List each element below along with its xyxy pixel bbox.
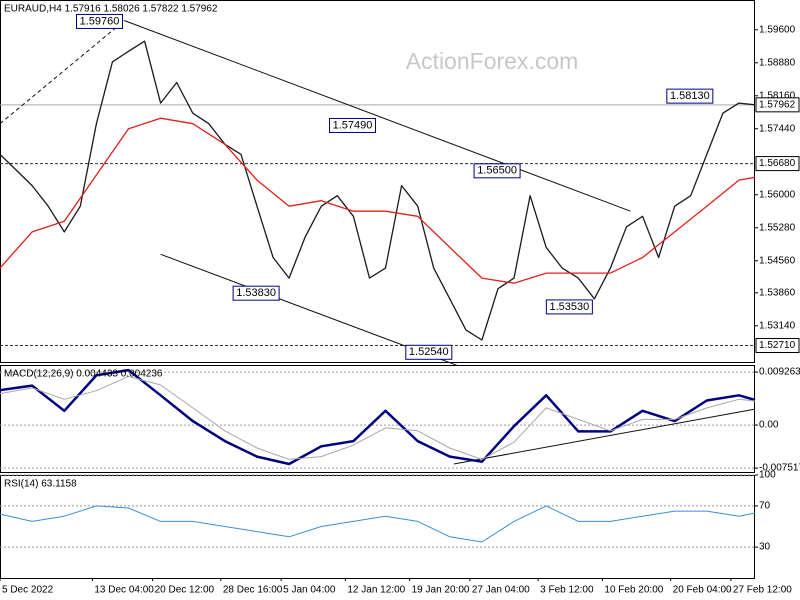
panel-frame bbox=[0, 365, 755, 473]
price-annotation: 1.53530 bbox=[549, 301, 589, 313]
price-annotation-box bbox=[545, 299, 593, 315]
x-tick-label: 20 Dec 12:00 bbox=[155, 585, 215, 596]
y-tick-label: 1.58160 bbox=[759, 90, 796, 101]
trendline bbox=[124, 20, 631, 212]
series-line bbox=[0, 375, 756, 460]
x-tick-label: 20 Feb 04:00 bbox=[673, 585, 732, 596]
price-annotation-box bbox=[329, 117, 376, 133]
series-line bbox=[0, 368, 756, 466]
panel-title: MACD(12,26,9) 0.004433 0.004236 bbox=[4, 369, 163, 380]
price-annotation-box bbox=[666, 88, 714, 104]
price-annotation-box bbox=[473, 163, 521, 179]
price-annotation: 1.56500 bbox=[477, 165, 517, 177]
x-tick-label: 5 Jan 04:00 bbox=[283, 585, 336, 596]
y-tick-label: 1.53860 bbox=[759, 287, 796, 298]
y-tick-label: 1.58880 bbox=[759, 57, 796, 68]
x-tick-label: 5 Dec 2022 bbox=[2, 585, 54, 596]
series-line bbox=[0, 40, 756, 341]
level-label: 1.52710 bbox=[759, 340, 796, 351]
price-annotation: 1.58130 bbox=[670, 90, 710, 102]
level-box bbox=[755, 97, 800, 113]
x-tick-label: 13 Dec 04:00 bbox=[94, 585, 154, 596]
price-annotation-box bbox=[75, 13, 123, 29]
price-annotation: 1.59760 bbox=[80, 15, 120, 27]
x-tick-label: 3 Feb 12:00 bbox=[540, 585, 594, 596]
trendline bbox=[0, 20, 125, 125]
level-box bbox=[755, 156, 800, 172]
y-tick-label: 0.00 bbox=[759, 420, 779, 431]
y-tick-label: 30 bbox=[759, 542, 771, 553]
y-tick-label: 1.53140 bbox=[759, 320, 796, 331]
x-tick-label: 27 Feb 12:00 bbox=[733, 585, 792, 596]
price-annotation: 1.53830 bbox=[236, 287, 276, 299]
y-tick-label: 1.55280 bbox=[759, 222, 796, 233]
y-tick-label: 1.54560 bbox=[759, 255, 796, 266]
x-tick-label: 19 Jan 20:00 bbox=[412, 585, 470, 596]
panel-title: EURAUD,H4 1.57916 1.58026 1.57822 1.5796… bbox=[4, 4, 218, 15]
x-tick-label: 10 Feb 20:00 bbox=[604, 585, 663, 596]
y-tick-label: 1.59600 bbox=[759, 24, 796, 35]
series-line bbox=[0, 505, 756, 543]
x-tick-label: 27 Jan 04:00 bbox=[472, 585, 530, 596]
panel-frame bbox=[0, 0, 755, 363]
panel-title: RSI(14) 63.1158 bbox=[4, 479, 77, 490]
y-tick-label: 70 bbox=[759, 501, 771, 512]
price-annotation: 1.52540 bbox=[409, 346, 449, 358]
price-annotation-box bbox=[232, 285, 280, 301]
panel-frame bbox=[0, 475, 755, 579]
y-tick-label: -0.007517 bbox=[759, 463, 800, 474]
level-box bbox=[755, 338, 800, 354]
x-tick-label: 28 Dec 16:00 bbox=[223, 585, 283, 596]
y-tick-label: 1.56000 bbox=[759, 189, 796, 200]
level-label: 1.56680 bbox=[759, 158, 796, 169]
y-tick-label: 100 bbox=[759, 470, 776, 481]
x-tick-label: 12 Jan 12:00 bbox=[347, 585, 405, 596]
y-tick-label: 0.009263 bbox=[759, 367, 800, 378]
trendline bbox=[453, 408, 756, 465]
price-annotation: 1.57490 bbox=[333, 119, 373, 131]
price-annotation-box bbox=[405, 344, 453, 360]
level-label: 1.57962 bbox=[759, 99, 796, 110]
y-tick-label: 1.57440 bbox=[759, 123, 796, 134]
watermark: ActionForex.com bbox=[406, 48, 579, 74]
series-line bbox=[0, 117, 756, 284]
